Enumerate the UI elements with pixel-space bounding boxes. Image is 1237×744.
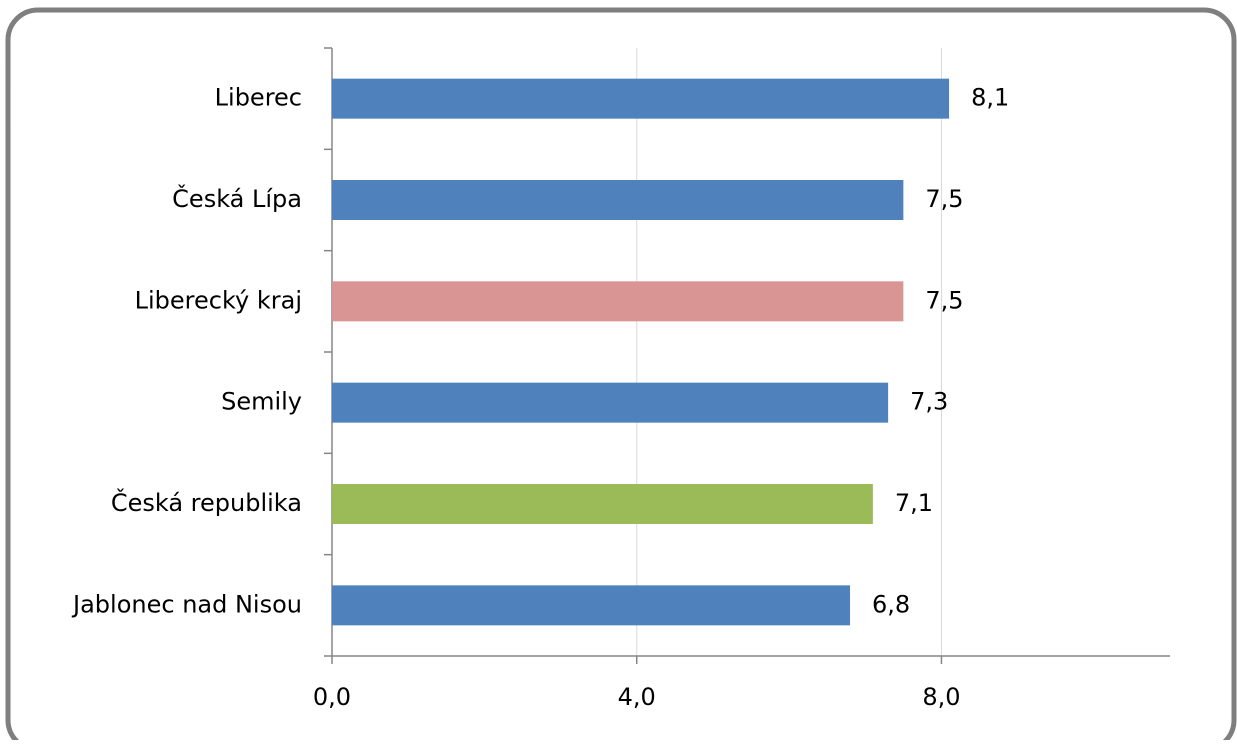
chart-frame (5, 7, 1237, 744)
y-tick-label: Semily (221, 388, 302, 416)
bar (332, 78, 950, 119)
x-tick-label: 8,0 (922, 683, 960, 711)
y-tick-label: Liberec (215, 84, 302, 112)
y-tick-label: Liberecký kraj (135, 286, 302, 314)
y-tick-label: Jablonec nad Nisou (71, 590, 302, 618)
value-label: 7,5 (925, 286, 963, 314)
bar (332, 180, 904, 220)
value-label: 7,3 (910, 388, 948, 416)
y-tick-label: Česká Lípa (172, 183, 302, 213)
y-tick-label: Česká republika (111, 487, 302, 517)
value-label: 8,1 (971, 84, 1009, 112)
bar (332, 585, 851, 626)
bar (332, 382, 889, 423)
bar (332, 281, 904, 322)
x-tick-label: 4,0 (618, 683, 656, 711)
bar (332, 484, 873, 524)
value-label: 7,1 (895, 489, 933, 517)
value-label: 7,5 (925, 185, 963, 213)
x-tick-label: 0,0 (313, 683, 351, 711)
value-label: 6,8 (872, 590, 910, 618)
